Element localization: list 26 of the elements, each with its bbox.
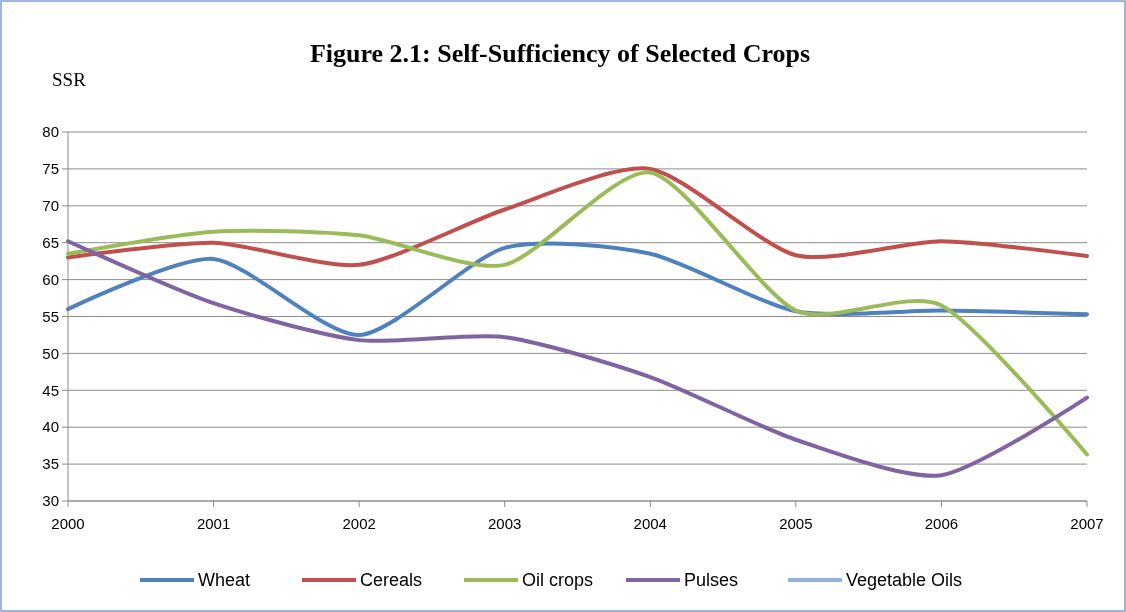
x-tick-label: 2000 bbox=[51, 515, 85, 532]
legend-label: Oil crops bbox=[522, 570, 594, 591]
legend-label: Wheat bbox=[198, 570, 251, 591]
legend-label: Cereals bbox=[360, 570, 423, 591]
x-tick-label: 2004 bbox=[633, 515, 667, 532]
y-tick-label: 80 bbox=[42, 123, 59, 141]
x-tick-label: 2006 bbox=[924, 515, 959, 532]
y-tick-label: 60 bbox=[42, 270, 59, 288]
y-tick-label: 30 bbox=[42, 492, 59, 510]
y-tick-label: 45 bbox=[42, 381, 59, 399]
y-axis-title: SSR bbox=[52, 69, 87, 90]
y-tick-label: 65 bbox=[42, 233, 59, 251]
y-tick-label: 35 bbox=[42, 455, 59, 473]
x-tick-label: 2002 bbox=[342, 515, 376, 532]
x-tick-label: 2003 bbox=[488, 515, 522, 532]
x-tick-label: 2005 bbox=[779, 515, 813, 532]
y-tick-label: 75 bbox=[42, 160, 59, 178]
legend-label: Pulses bbox=[684, 570, 739, 591]
legend-label: Vegetable Oils bbox=[846, 570, 963, 591]
y-tick-label: 55 bbox=[42, 307, 59, 325]
x-tick-label: 2007 bbox=[1070, 515, 1104, 532]
x-tick-label: 2001 bbox=[196, 515, 231, 532]
y-tick-label: 40 bbox=[42, 418, 59, 436]
chart-title: Figure 2.1: Self-Sufficiency of Selected Crops bbox=[309, 39, 811, 68]
y-tick-label: 70 bbox=[42, 197, 59, 215]
y-tick-label: 50 bbox=[42, 344, 59, 362]
